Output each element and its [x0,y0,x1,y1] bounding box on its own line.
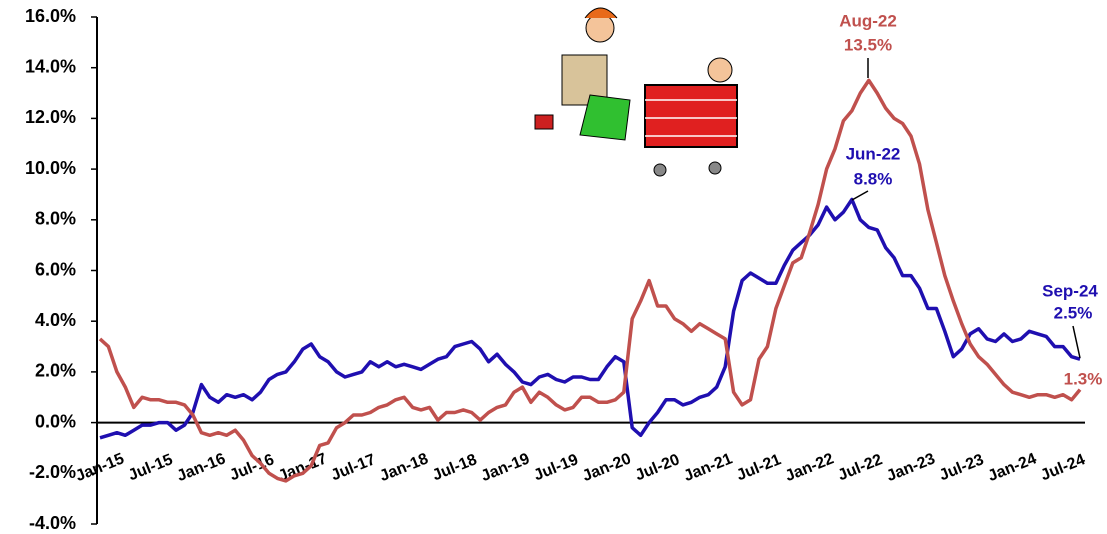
y-tick-label: 4.0% [35,310,76,330]
y-tick-label: 2.0% [35,361,76,381]
shopper-cartoon [534,7,738,177]
x-tick-label: Jul-24 [1038,451,1087,484]
annotation: Aug-22 [839,11,897,30]
x-tick-label: Jul-21 [734,451,783,484]
y-tick-label: 6.0% [35,259,76,279]
series-line [98,78,1082,483]
annotation: 8.8% [854,169,893,188]
x-tick-label: Jan-24 [986,450,1039,485]
y-tick-label: 14.0% [25,56,76,76]
x-tick-label: Jan-21 [681,450,734,485]
shopper-dress [579,94,631,141]
x-tick-label: Jan-18 [377,450,430,485]
x-tick-label: Jul-19 [531,451,580,484]
x-tick-label: Jan-20 [580,450,633,485]
shopper-head [585,13,615,43]
x-tick-label: Jan-23 [884,450,937,485]
cart-wheel [708,161,722,175]
series-line [99,197,1081,440]
x-tick-label: Jan-22 [783,450,836,485]
x-tick-label: Jan-19 [479,450,532,485]
x-tick-label: Jul-23 [937,451,986,484]
annotation: Jun-22 [846,144,901,163]
falling-can [534,114,554,130]
x-tick-label: Jan-15 [73,450,126,485]
y-tick-label: -2.0% [29,462,76,482]
y-tick-label: -4.0% [29,513,76,533]
x-tick-label: Jul-17 [329,451,378,484]
shopper-hair [584,7,618,19]
y-tick-label: 8.0% [35,209,76,229]
annotation: 1.3% [1064,369,1103,388]
y-tick-label: 10.0% [25,158,76,178]
x-tick-label: Jul-22 [836,451,885,484]
y-tick-label: 0.0% [35,411,76,431]
x-tick-label: Jan-16 [175,450,228,485]
cart-wheel [653,163,667,177]
x-tick-label: Jul-15 [126,451,175,484]
annotation-leader [1072,325,1081,359]
annotation-leader [851,190,869,201]
y-tick-label: 12.0% [25,107,76,127]
annotation: 2.5% [1054,303,1093,322]
x-tick-label: Jul-20 [633,451,682,484]
cart-basket [644,84,738,148]
annotation: Sep-24 [1042,281,1098,300]
annotation: 13.5% [844,35,892,54]
x-tick-label: Jul-18 [430,451,479,484]
kid-head [707,57,733,83]
y-tick-label: 16.0% [25,6,76,26]
